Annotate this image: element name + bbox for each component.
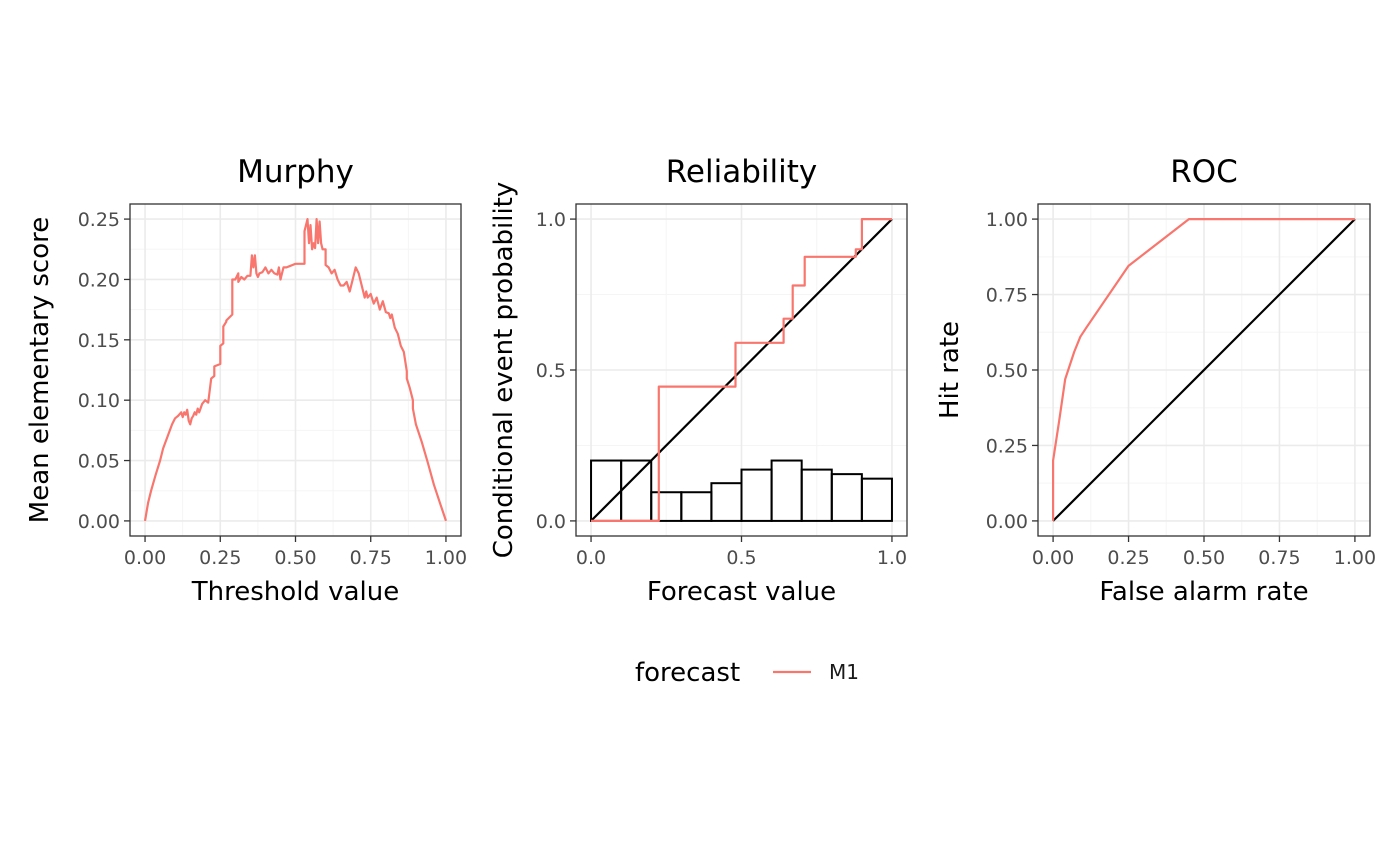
roc-series-line-m1 [1051,218,1355,521]
roc-data [1051,218,1356,522]
murphy-x-axis-title: Threshold value [191,577,399,607]
murphy-series-line-m1 [143,218,448,522]
reliability-data [590,218,893,523]
murphy-x-tick-label: 0.00 [124,547,166,569]
reliability-x-tick-label: 0.5 [726,547,756,569]
roc-diagonal-reference-line [1052,218,1356,522]
roc-x-tick-label: 0.75 [1258,547,1300,569]
roc-y-axis-title: Hit rate [935,321,965,419]
murphy-grid [130,204,461,536]
roc-y-tick-label: 0.50 [986,360,1028,382]
roc-y-tick-label: 0.75 [986,285,1028,307]
roc-y-tick-label: 1.00 [986,209,1028,231]
reliability-x-axis-title: Forecast value [647,577,836,607]
legend-label-m1: M1 [829,660,859,684]
murphy-data [143,218,448,522]
reliability-y-axis-title: Conditional event probability [489,182,519,559]
murphy-y-tick-label: 0.05 [78,451,120,473]
reliability-y-tick-label: 1.0 [536,209,566,231]
reliability-diagonal-reference-line [590,218,893,522]
reliability-title: Reliability [666,154,817,190]
murphy-y-tick-label: 0.15 [78,330,120,352]
murphy-x-tick-label: 0.75 [350,547,392,569]
legend-title: forecast [635,658,740,688]
murphy-panel: Murphy Threshold value Mean elementary s… [25,154,467,607]
murphy-y-tick-label: 0.25 [78,209,120,231]
roc-axes: 0.00 0.25 0.50 0.75 1.00 0.00 0.25 0.50 0.75 1.00 [986,203,1376,569]
reliability-x-tick-label: 0.0 [576,547,606,569]
reliability-series-line-m1 [591,218,892,523]
reliability-y-tick-label: 0.0 [536,511,566,533]
murphy-y-tick-label: 0.10 [78,390,120,412]
roc-grid [1038,204,1370,536]
roc-x-tick-label: 0.50 [1183,547,1225,569]
murphy-axes: 0.00 0.25 0.50 0.75 1.00 0.00 0.05 0.10 0.15 0.20… [78,203,467,569]
reliability-x-tick-label: 1.0 [877,547,907,569]
murphy-x-tick-label: 1.00 [425,547,467,569]
murphy-x-tick-label: 0.25 [199,547,241,569]
reliability-histogram-bar [860,477,893,522]
murphy-y-tick-label: 0.20 [78,269,120,291]
roc-y-tick-label: 0.25 [986,435,1028,457]
roc-title: ROC [1170,154,1238,190]
murphy-y-tick-label: 0.00 [78,511,120,533]
legend: forecast M1 [635,658,859,688]
murphy-y-axis-title: Mean elementary score [25,217,55,523]
roc-y-tick-label: 0.00 [986,511,1028,533]
roc-x-axis-title: False alarm rate [1099,577,1308,607]
reliability-panel: Reliability Forecast value Conditional e… [489,154,908,607]
roc-x-tick-label: 1.00 [1334,547,1376,569]
reliability-y-tick-label: 0.5 [536,360,566,382]
murphy-x-tick-label: 0.50 [274,547,316,569]
roc-x-tick-label: 0.00 [1032,547,1074,569]
reliability-axes: 0.0 0.5 1.0 0.0 0.5 1.0 [536,203,908,569]
roc-panel: ROC False alarm rate Hit rate 0.00 0.25 0.… [935,154,1376,607]
murphy-title: Murphy [237,154,354,190]
roc-x-tick-label: 0.25 [1107,547,1149,569]
